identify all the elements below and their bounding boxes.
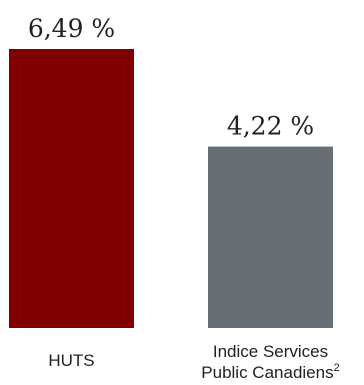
value-label-1: 6,49 % bbox=[28, 14, 115, 43]
value-labels-group: 6,49 % 4,22 % bbox=[28, 14, 314, 141]
value-label-2: 4,22 % bbox=[227, 112, 314, 141]
bar-2 bbox=[208, 146, 333, 328]
footnote-marker: 2 bbox=[334, 362, 340, 374]
bars-group bbox=[9, 49, 333, 328]
category-label-2: Indice Services bbox=[213, 342, 328, 361]
category-label-1: HUTS bbox=[48, 351, 94, 370]
category-label-2-line2: Public Canadiens2 bbox=[201, 362, 339, 382]
bar-1 bbox=[9, 49, 134, 328]
